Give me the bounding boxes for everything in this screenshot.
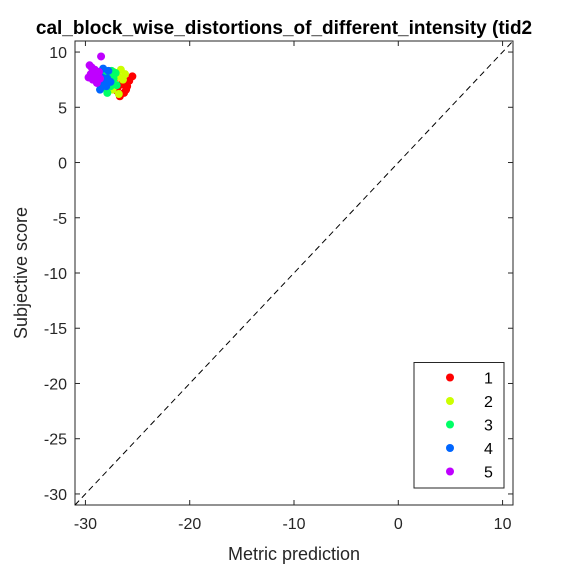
x-axis: -30 -20 -10 0 10	[74, 41, 512, 533]
data-point-series-2	[114, 90, 123, 99]
y-tick-label: -30	[44, 487, 67, 504]
chart-title: cal_block_wise_distortions_of_different_…	[36, 18, 532, 39]
x-tick-label: 10	[494, 516, 512, 533]
legend-label-3: 3	[484, 418, 493, 435]
legend-marker-4	[446, 444, 454, 452]
y-tick-label: -5	[53, 211, 67, 228]
data-points	[84, 52, 137, 101]
x-tick-label: 0	[394, 516, 403, 533]
legend-marker-2	[446, 397, 454, 405]
y-axis: 10 5 0 -5 -10 -15 -20 -25 -30	[44, 45, 513, 504]
y-tick-label: -25	[44, 432, 67, 449]
y-tick-label: -20	[44, 376, 67, 393]
legend-box	[413, 362, 505, 489]
legend-label-2: 2	[484, 394, 493, 411]
x-tick-label: -30	[74, 516, 97, 533]
legend: 1 2 3 4 5	[413, 362, 505, 489]
legend-marker-5	[446, 467, 454, 476]
legend-label-5: 5	[484, 465, 493, 482]
y-tick-label: 5	[58, 100, 67, 117]
diagonal-reference-line	[74, 40, 514, 506]
data-point-series-1	[125, 76, 134, 85]
data-point-series-2	[121, 70, 130, 79]
x-tick-label: -10	[282, 516, 305, 533]
x-tick-label: -20	[178, 516, 201, 533]
y-tick-label: 0	[58, 156, 67, 173]
x-axis-label: Metric prediction	[228, 544, 360, 564]
y-tick-label: -10	[44, 266, 67, 283]
data-point-series-3	[112, 81, 121, 90]
data-point-series-5	[84, 73, 93, 82]
data-point-series-1	[122, 85, 131, 94]
data-point-series-4	[106, 77, 115, 86]
reference-line	[74, 40, 514, 506]
data-point-series-5	[97, 52, 106, 61]
legend-label-1: 1	[484, 371, 493, 388]
legend-label-4: 4	[484, 441, 493, 458]
data-point-series-4	[96, 85, 105, 94]
y-axis-label: Subjective score	[11, 207, 31, 339]
data-point-series-5	[91, 70, 100, 79]
legend-marker-1	[446, 373, 454, 382]
legend-marker-3	[446, 420, 454, 429]
y-tick-label: 10	[49, 45, 67, 62]
y-tick-label: -15	[44, 321, 67, 338]
data-point-series-5	[87, 63, 96, 72]
